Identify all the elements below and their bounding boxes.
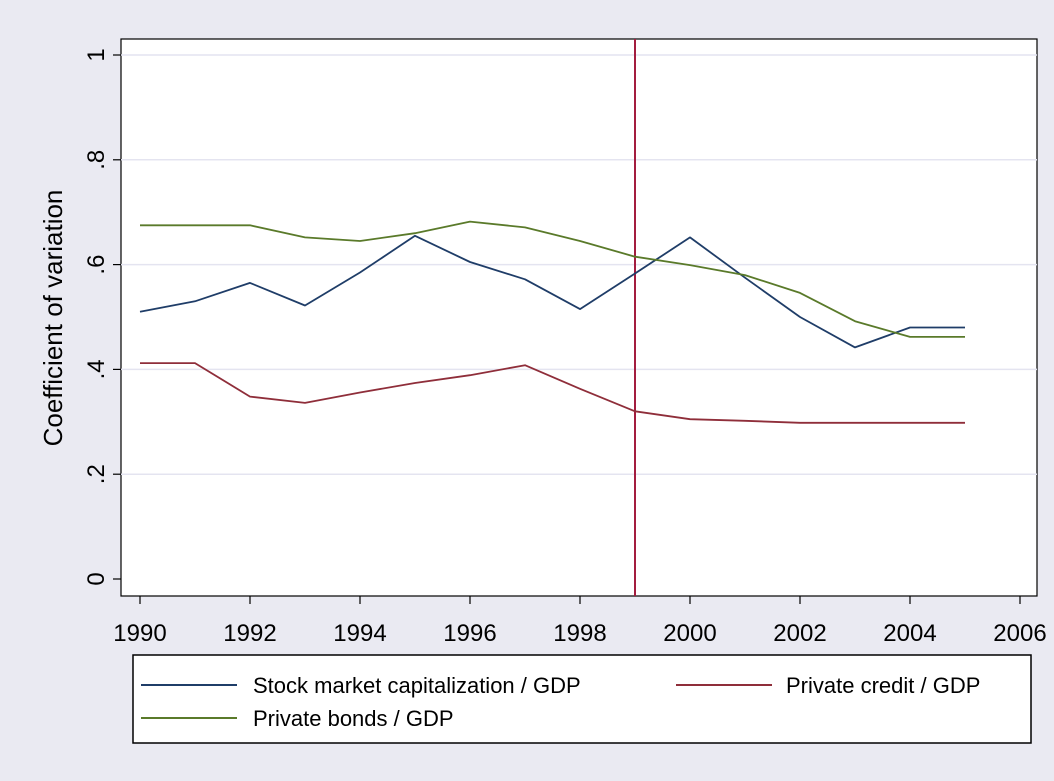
y-axis-label: Coefficient of variation — [38, 190, 68, 447]
x-tick-label: 1990 — [113, 620, 166, 647]
y-tick-label: .4 — [83, 359, 110, 379]
legend-label: Private credit / GDP — [786, 673, 980, 698]
x-tick-label: 1992 — [223, 620, 276, 647]
x-tick-label: 2006 — [993, 620, 1046, 647]
x-tick-label: 2000 — [663, 620, 716, 647]
legend-label: Private bonds / GDP — [253, 706, 454, 731]
grid-lines — [121, 54, 1037, 475]
legend-label: Stock market capitalization / GDP — [253, 673, 581, 698]
x-tick-label: 1994 — [333, 620, 386, 647]
x-tick-label: 2002 — [773, 620, 826, 647]
y-tick-label: .8 — [83, 150, 110, 170]
x-tick-label: 2004 — [883, 620, 936, 647]
y-tick-label: .2 — [83, 464, 110, 484]
x-tick-label: 1996 — [443, 620, 496, 647]
plot-area — [120, 38, 1038, 597]
series-line-1 — [140, 362, 965, 424]
y-tick-label: .6 — [83, 255, 110, 275]
y-tick-label: 0 — [83, 572, 110, 585]
legend-box — [132, 654, 1032, 744]
legend: Stock market capitalization / GDP Private… — [132, 654, 1032, 744]
series-group — [139, 220, 965, 424]
series-line-0 — [139, 234, 965, 349]
x-tick-label: 1998 — [553, 620, 606, 647]
axes-group: 1990 1992 1994 1996 1998 2000 2002 2004 2006 0 .2.… — [83, 48, 1047, 647]
series-line-2 — [140, 220, 965, 338]
y-tick-label: 1 — [83, 48, 110, 61]
